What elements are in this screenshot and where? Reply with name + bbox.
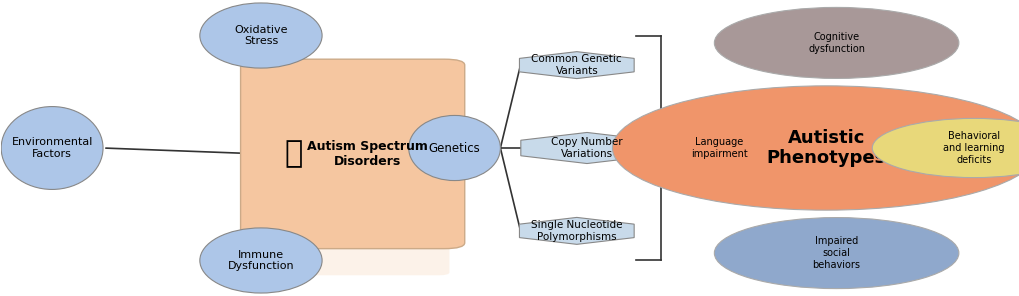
Text: Environmental
Factors: Environmental Factors: [11, 137, 93, 159]
FancyBboxPatch shape: [256, 246, 449, 275]
Text: Impaired
social
behaviors: Impaired social behaviors: [812, 237, 860, 270]
Ellipse shape: [200, 228, 322, 293]
Circle shape: [713, 218, 958, 289]
Text: Immune
Dysfunction: Immune Dysfunction: [227, 250, 294, 271]
Text: 🎗: 🎗: [284, 139, 303, 168]
Ellipse shape: [409, 115, 500, 181]
Text: Oxidative
Stress: Oxidative Stress: [234, 25, 287, 46]
Circle shape: [871, 118, 1019, 178]
Ellipse shape: [1, 107, 103, 189]
Text: Cognitive
dysfunction: Cognitive dysfunction: [807, 32, 864, 54]
Text: Language
impairment: Language impairment: [691, 137, 747, 159]
Polygon shape: [519, 217, 634, 244]
Ellipse shape: [200, 3, 322, 68]
Text: Genetics: Genetics: [428, 141, 480, 155]
FancyBboxPatch shape: [240, 59, 465, 249]
Polygon shape: [519, 52, 634, 79]
Ellipse shape: [686, 104, 752, 192]
Text: Copy Number
Variations: Copy Number Variations: [550, 137, 623, 159]
Polygon shape: [521, 133, 652, 163]
Text: Autistic
Phenotypes: Autistic Phenotypes: [766, 128, 886, 168]
Text: Autism Spectrum
Disorders: Autism Spectrum Disorders: [307, 140, 427, 168]
Text: Behavioral
and learning
deficits: Behavioral and learning deficits: [943, 131, 1004, 165]
Circle shape: [611, 86, 1019, 210]
Circle shape: [713, 7, 958, 78]
Text: Single Nucleotide
Polymorphisms: Single Nucleotide Polymorphisms: [531, 220, 622, 242]
Text: Common Genetic
Variants: Common Genetic Variants: [531, 54, 622, 76]
